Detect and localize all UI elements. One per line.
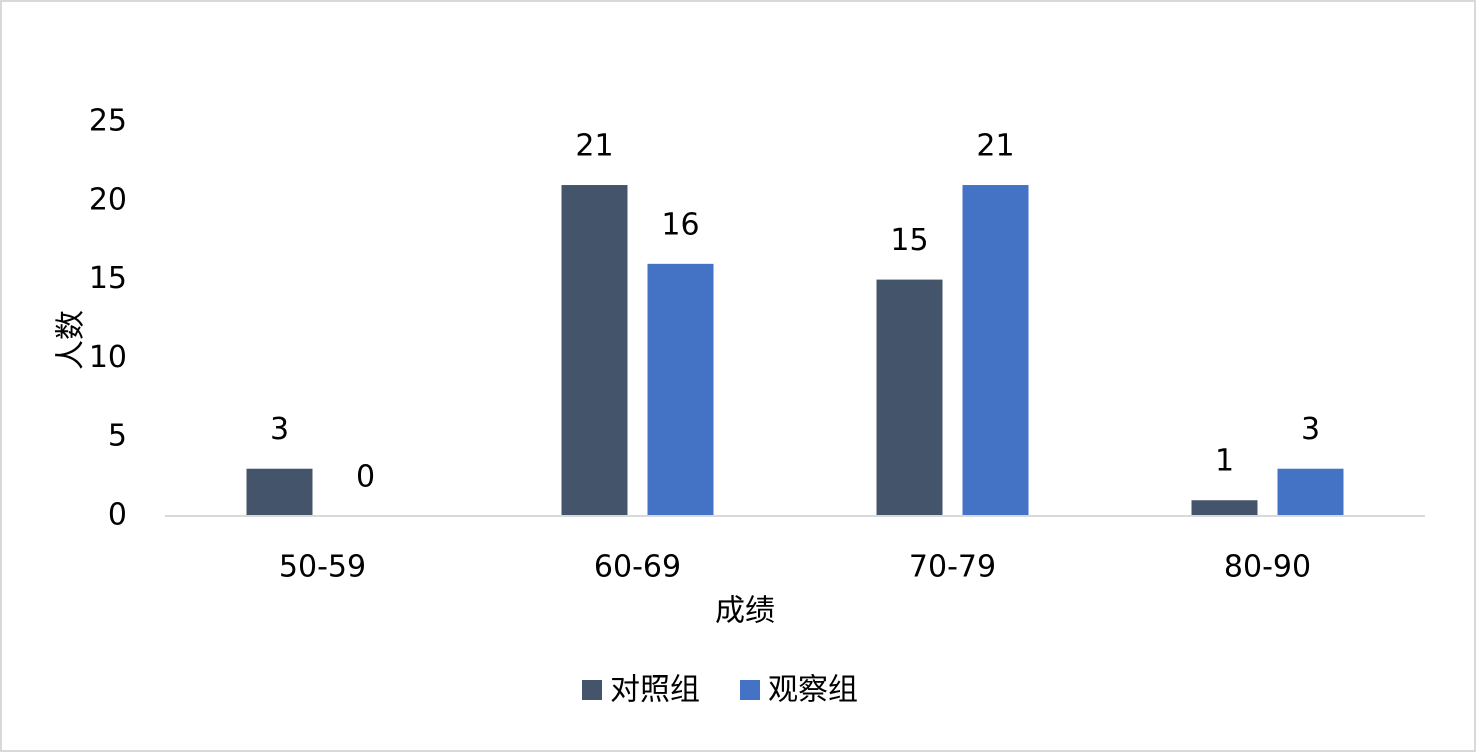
data-label: 16 xyxy=(661,207,699,242)
data-label: 3 xyxy=(270,412,289,447)
legend-swatch xyxy=(582,680,602,700)
data-label: 21 xyxy=(976,129,1014,164)
bar xyxy=(1191,500,1258,516)
legend-label: 观察组 xyxy=(768,673,858,708)
bar xyxy=(962,185,1029,517)
y-tick-label: 0 xyxy=(108,498,127,533)
y-axis-title: 人数 xyxy=(54,310,89,370)
x-tick-label: 50-59 xyxy=(279,550,366,585)
y-tick-label: 15 xyxy=(89,261,127,296)
x-tick-label: 70-79 xyxy=(909,550,996,585)
y-tick-label: 20 xyxy=(89,182,127,217)
data-label: 3 xyxy=(1301,412,1320,447)
data-label: 15 xyxy=(890,223,928,258)
data-label: 0 xyxy=(356,460,375,495)
data-label: 1 xyxy=(1215,444,1234,479)
bar xyxy=(1277,468,1344,516)
x-tick-label: 80-90 xyxy=(1224,550,1311,585)
y-tick-label: 10 xyxy=(89,340,127,375)
bar xyxy=(647,263,714,516)
legend-label: 对照组 xyxy=(610,673,700,708)
y-tick-label: 5 xyxy=(108,419,127,454)
bar xyxy=(246,468,313,516)
bar xyxy=(561,185,628,517)
legend-swatch xyxy=(740,680,760,700)
x-tick-label: 60-69 xyxy=(594,550,681,585)
y-tick-label: 25 xyxy=(89,104,127,139)
bar xyxy=(876,279,943,516)
data-label: 21 xyxy=(575,129,613,164)
x-axis-title: 成绩 xyxy=(715,594,775,629)
